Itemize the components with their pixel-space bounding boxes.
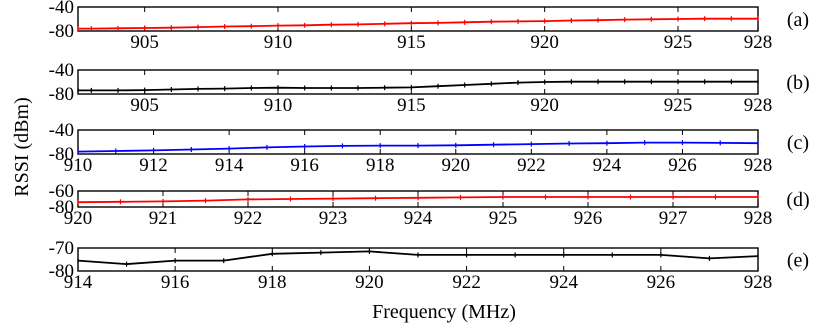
panel-a-xtick-label: 920 bbox=[530, 32, 559, 53]
panel-e-xtick-label: 924 bbox=[549, 272, 578, 293]
panel-c-xtick-label: 912 bbox=[139, 155, 168, 176]
panel-a-xtick-label: 925 bbox=[664, 32, 693, 53]
panel-c-xtick-label: 928 bbox=[744, 155, 773, 176]
panel-d-xtick-label: 926 bbox=[574, 208, 603, 229]
panel-e-frame bbox=[77, 247, 759, 272]
panel-e-ytick-label: -70 bbox=[49, 238, 74, 259]
panel-a-xtick-label: 910 bbox=[264, 32, 293, 53]
panel-e-xtick-label: 926 bbox=[647, 272, 676, 293]
panel-d-xtick-label: 925 bbox=[489, 208, 518, 229]
panel-a-label: (a) bbox=[787, 9, 809, 31]
panel-b-xtick-label: 915 bbox=[397, 95, 426, 116]
panel-e-xtick-label: 916 bbox=[161, 272, 190, 293]
panel-b-ytick-label: -40 bbox=[49, 60, 74, 81]
x-axis-label: Frequency (MHz) bbox=[372, 301, 516, 323]
panel-a-ytick-label: -40 bbox=[49, 0, 74, 18]
panel-d-xtick-label: 923 bbox=[319, 208, 348, 229]
panel-d-xtick-label: 928 bbox=[744, 208, 773, 229]
panel-b-xtick-label: 920 bbox=[530, 95, 559, 116]
panel-a-xtick-label: 905 bbox=[130, 32, 159, 53]
panel-a-xtick-label: 915 bbox=[397, 32, 426, 53]
panel-c-xtick-label: 926 bbox=[668, 155, 697, 176]
panel-c-xtick-label: 924 bbox=[593, 155, 622, 176]
panel-a-series-line bbox=[78, 17, 758, 30]
panel-e-xtick-label: 918 bbox=[258, 272, 287, 293]
panel-b-xtick-label: 905 bbox=[130, 95, 159, 116]
panel-d-xtick-label: 921 bbox=[149, 208, 178, 229]
panel-b-ytick-label: -80 bbox=[49, 84, 74, 105]
panel-b-xtick-label: 925 bbox=[664, 95, 693, 116]
panel-d-ytick-label: -80 bbox=[49, 197, 74, 218]
panel-e-xtick-label: 914 bbox=[64, 272, 93, 293]
panel-e-xtick-label: 920 bbox=[355, 272, 384, 293]
panel-a-ytick-label: -80 bbox=[49, 21, 74, 42]
panel-e-ytick-label: -80 bbox=[49, 261, 74, 282]
panel-b-xtick-label: 928 bbox=[744, 95, 773, 116]
panel-e-xtick-label: 928 bbox=[744, 272, 773, 293]
panel-d-xtick-label: 927 bbox=[659, 208, 688, 229]
panel-c-xtick-label: 910 bbox=[64, 155, 93, 176]
panel-c-xtick-label: 920 bbox=[442, 155, 471, 176]
panel-c-ytick-label: -80 bbox=[49, 144, 74, 165]
panel-b-series-line bbox=[78, 80, 758, 92]
panel-b-xtick-label: 910 bbox=[264, 95, 293, 116]
panel-c-xtick-label: 922 bbox=[517, 155, 546, 176]
panel-e-label: (e) bbox=[787, 250, 809, 272]
panel-b-label: (b) bbox=[786, 72, 809, 94]
panel-c-xtick-label: 918 bbox=[366, 155, 395, 176]
y-axis-label: RSSI (dBm) bbox=[11, 97, 33, 196]
panel-a-xtick-label: 928 bbox=[744, 32, 773, 53]
panel-d-xtick-label: 924 bbox=[404, 208, 433, 229]
panel-c-ytick-label: -40 bbox=[49, 120, 74, 141]
panel-d-ytick-label: -60 bbox=[49, 181, 74, 202]
panel-d-xtick-label: 920 bbox=[64, 208, 93, 229]
panel-d-label: (d) bbox=[786, 189, 809, 211]
panel-d-xtick-label: 922 bbox=[234, 208, 263, 229]
panel-c-label: (c) bbox=[787, 132, 809, 154]
panel-c-xtick-label: 914 bbox=[215, 155, 244, 176]
panel-e-xtick-label: 922 bbox=[452, 272, 481, 293]
panel-c-xtick-label: 916 bbox=[290, 155, 319, 176]
